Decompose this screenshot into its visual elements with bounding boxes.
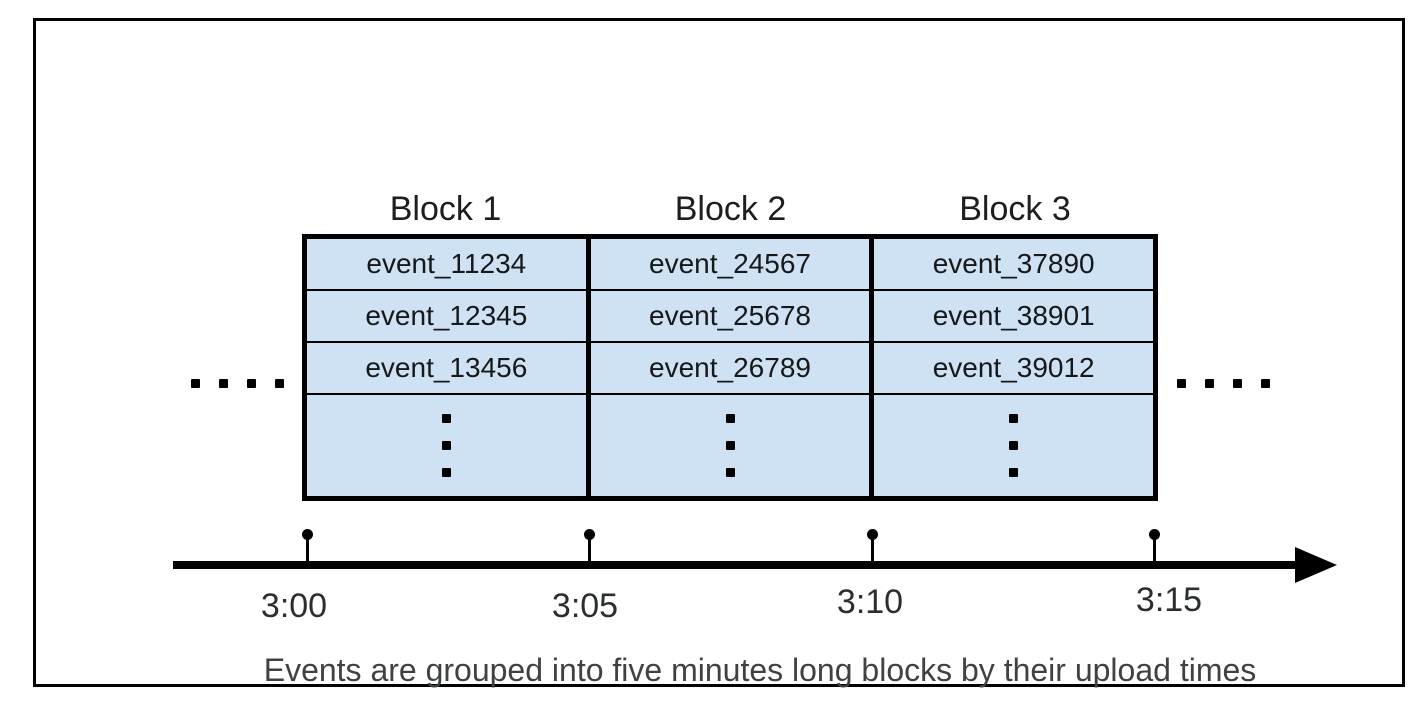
tick-label-315: 3:15 [1135, 581, 1203, 619]
ellipsis-dot [275, 379, 284, 388]
block-1: event_11234 event_12345 event_13456 [307, 239, 591, 496]
ellipsis-dot [1261, 379, 1270, 388]
block-3-label: Block 3 [959, 190, 1071, 228]
tick-pin [871, 535, 874, 561]
tick-pin [1153, 535, 1156, 561]
ellipsis-dot [191, 379, 200, 388]
horizontal-ellipsis-left [191, 379, 284, 388]
ellipsis-dot [725, 414, 735, 423]
ellipsis-dot [1177, 379, 1186, 388]
event-cell: event_38901 [874, 291, 1154, 343]
ellipsis-dot [1009, 468, 1019, 477]
ellipsis-dot [441, 414, 451, 423]
ellipsis-dot [1009, 441, 1019, 450]
event-cell: event_37890 [874, 239, 1154, 291]
block-1-label: Block 1 [389, 190, 502, 228]
tick-pin [306, 535, 309, 561]
tick-label-300: 3:00 [260, 587, 328, 625]
vertical-ellipsis [591, 395, 870, 496]
tick-pin-head [1149, 529, 1160, 540]
blocks-container: event_11234 event_12345 event_13456 even… [302, 234, 1158, 501]
event-cell: event_24567 [590, 239, 870, 291]
vertical-ellipsis [307, 395, 586, 496]
ellipsis-dot [1205, 379, 1214, 388]
event-cell: event_26789 [590, 343, 870, 395]
tick-pin-head [584, 529, 595, 540]
block-2-label: Block 2 [674, 190, 787, 228]
ellipsis-dot [247, 379, 256, 388]
horizontal-ellipsis-right [1177, 379, 1270, 388]
event-cell: event_13456 [307, 343, 586, 395]
ellipsis-dot [1009, 414, 1019, 423]
tick-label-305: 3:05 [551, 587, 619, 625]
tick-pin [588, 535, 591, 561]
tick-pin-head [302, 529, 313, 540]
block-2: event_24567 event_25678 event_26789 [590, 239, 875, 496]
ellipsis-dot [441, 468, 451, 477]
tick-label-310: 3:10 [836, 583, 904, 621]
ellipsis-dot [441, 441, 451, 450]
tick-pin-head [867, 529, 878, 540]
event-cell: event_11234 [307, 239, 586, 291]
event-cell: event_12345 [307, 291, 586, 343]
event-cell: event_39012 [874, 343, 1154, 395]
ellipsis-dot [725, 468, 735, 477]
diagram-frame: Block 1 Block 2 Block 3 event_11234 even… [33, 18, 1405, 688]
vertical-ellipsis [874, 395, 1153, 496]
timeline-axis [173, 561, 1299, 569]
block-3: event_37890 event_38901 event_39012 [874, 239, 1154, 496]
timeline-arrowhead-icon [1295, 547, 1337, 583]
ellipsis-dot [1233, 379, 1242, 388]
event-cell: event_25678 [590, 291, 870, 343]
ellipsis-dot [725, 441, 735, 450]
ellipsis-dot [219, 379, 228, 388]
diagram-caption: Events are grouped into five minutes lon… [263, 652, 1257, 688]
